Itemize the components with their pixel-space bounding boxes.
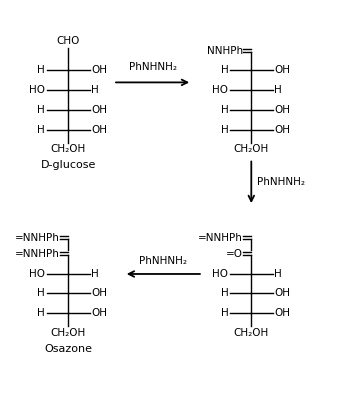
Text: =NNHPh: =NNHPh <box>15 233 60 243</box>
Text: H: H <box>274 85 282 95</box>
Text: H: H <box>220 308 228 318</box>
Text: OH: OH <box>274 288 290 298</box>
Text: H: H <box>91 85 99 95</box>
Text: H: H <box>37 125 45 135</box>
Text: H: H <box>91 269 99 279</box>
Text: PhNHNH₂: PhNHNH₂ <box>257 177 305 187</box>
Text: H: H <box>220 288 228 298</box>
Text: H: H <box>37 66 45 75</box>
Text: PhNHNH₂: PhNHNH₂ <box>129 62 177 72</box>
Text: H: H <box>274 269 282 279</box>
Text: HO: HO <box>29 85 45 95</box>
Text: H: H <box>37 105 45 115</box>
Text: H: H <box>37 308 45 318</box>
Text: CH₂OH: CH₂OH <box>51 144 86 154</box>
Text: PhNHNH₂: PhNHNH₂ <box>139 256 187 266</box>
Text: CH₂OH: CH₂OH <box>51 328 86 337</box>
Text: OH: OH <box>274 125 290 135</box>
Text: OH: OH <box>91 66 107 75</box>
Text: Osazone: Osazone <box>44 344 92 353</box>
Text: OH: OH <box>274 308 290 318</box>
Text: NNHPh: NNHPh <box>206 46 243 56</box>
Text: OH: OH <box>91 105 107 115</box>
Text: OH: OH <box>91 308 107 318</box>
Text: HO: HO <box>212 85 228 95</box>
Text: D-glucose: D-glucose <box>41 160 96 170</box>
Text: OH: OH <box>91 125 107 135</box>
Text: CH₂OH: CH₂OH <box>234 144 269 154</box>
Text: OH: OH <box>274 66 290 75</box>
Text: HO: HO <box>212 269 228 279</box>
Text: CHO: CHO <box>56 36 80 46</box>
Text: H: H <box>220 105 228 115</box>
Text: CH₂OH: CH₂OH <box>234 328 269 337</box>
Text: =O: =O <box>226 249 243 259</box>
Text: =NNHPh: =NNHPh <box>15 249 60 259</box>
Text: OH: OH <box>91 288 107 298</box>
Text: H: H <box>37 288 45 298</box>
Text: =NNHPh: =NNHPh <box>198 233 243 243</box>
Text: H: H <box>220 66 228 75</box>
Text: H: H <box>220 125 228 135</box>
Text: HO: HO <box>29 269 45 279</box>
Text: OH: OH <box>274 105 290 115</box>
